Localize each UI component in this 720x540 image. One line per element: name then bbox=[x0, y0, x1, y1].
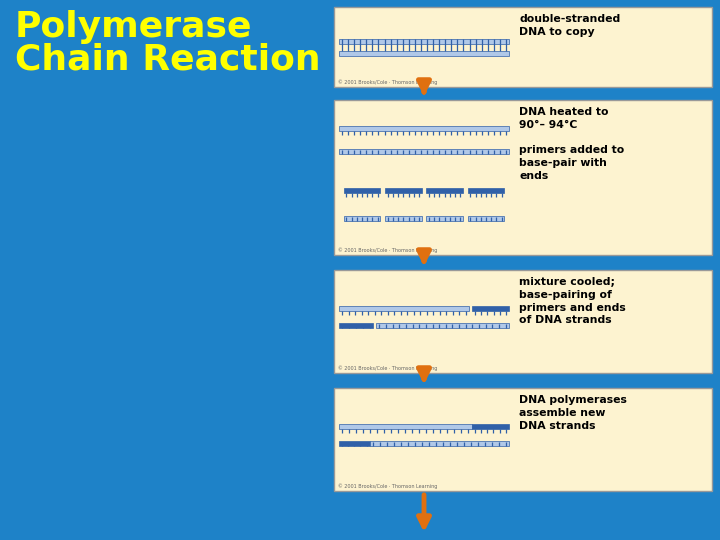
Bar bbox=[334, 270, 712, 373]
Text: Polymerase: Polymerase bbox=[15, 10, 253, 44]
Bar bbox=[468, 216, 504, 221]
Text: mixture cooled;
base-pairing of
primers and ends
of DNA strands: mixture cooled; base-pairing of primers … bbox=[519, 277, 626, 326]
Bar bbox=[339, 441, 369, 446]
Bar bbox=[339, 38, 509, 44]
Text: DNA heated to
90°– 94°C

primers added to
base-pair with
ends: DNA heated to 90°– 94°C primers added to… bbox=[519, 107, 624, 181]
Text: © 2001 Brooks/Cole · Thomson Learning: © 2001 Brooks/Cole · Thomson Learning bbox=[338, 483, 437, 489]
Text: © 2001 Brooks/Cole · Thomson Learning: © 2001 Brooks/Cole · Thomson Learning bbox=[338, 79, 437, 85]
Text: DNA polymerases
assemble new
DNA strands: DNA polymerases assemble new DNA strands bbox=[519, 395, 627, 430]
Bar bbox=[339, 51, 509, 56]
Bar bbox=[472, 423, 509, 429]
Bar bbox=[339, 322, 373, 327]
Bar bbox=[472, 306, 509, 310]
Text: © 2001 Brooks/Cole · Thomson Learning: © 2001 Brooks/Cole · Thomson Learning bbox=[338, 366, 437, 371]
Text: © 2001 Brooks/Cole · Thomson Learning: © 2001 Brooks/Cole · Thomson Learning bbox=[338, 247, 437, 253]
Bar bbox=[339, 126, 509, 131]
Bar bbox=[426, 216, 463, 221]
Bar bbox=[468, 188, 504, 193]
Bar bbox=[426, 188, 463, 193]
Text: Chain Reaction: Chain Reaction bbox=[15, 43, 320, 77]
Bar bbox=[339, 149, 509, 154]
Bar bbox=[334, 388, 712, 491]
Bar bbox=[339, 306, 469, 310]
Bar bbox=[334, 7, 712, 87]
Bar bbox=[343, 216, 380, 221]
Bar bbox=[385, 216, 422, 221]
Bar bbox=[369, 441, 509, 446]
Bar bbox=[376, 322, 509, 327]
Bar bbox=[334, 100, 712, 255]
Text: double-stranded
DNA to copy: double-stranded DNA to copy bbox=[519, 14, 620, 37]
Bar bbox=[385, 188, 422, 193]
Bar bbox=[343, 188, 380, 193]
Bar bbox=[339, 423, 472, 429]
